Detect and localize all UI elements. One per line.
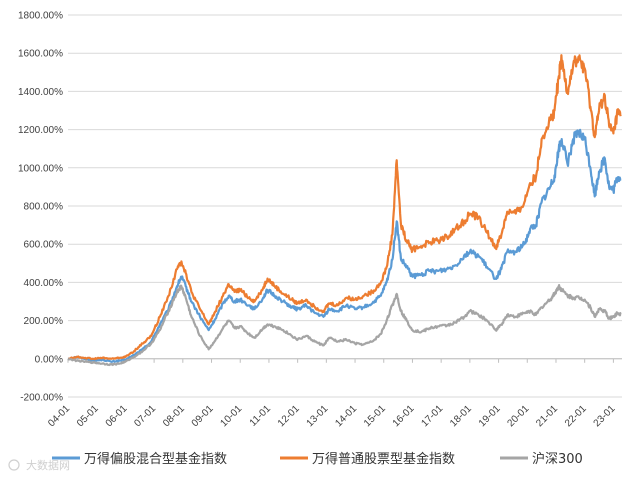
x-tick-label: 04-01 bbox=[46, 403, 72, 429]
watermark-text: 大数据网 bbox=[26, 458, 70, 472]
series-line-3 bbox=[67, 284, 622, 367]
y-tick-label: 600.00% bbox=[24, 240, 64, 251]
x-tick-label: 07-01 bbox=[132, 403, 158, 429]
x-tick-label: 09-01 bbox=[190, 403, 216, 429]
x-tick-label: 13-01 bbox=[305, 403, 331, 429]
legend-label-2: 万得普通股票型基金指数 bbox=[312, 451, 455, 467]
x-tick-label: 05-01 bbox=[75, 403, 101, 429]
y-tick-label: -200.00% bbox=[20, 393, 63, 404]
x-tick-label: 20-01 bbox=[506, 403, 532, 429]
y-tick-label: 1600.00% bbox=[18, 49, 63, 60]
legend-label-3: 沪深300 bbox=[532, 451, 583, 467]
x-tick-label: 22-01 bbox=[563, 403, 589, 429]
x-tick-label: 19-01 bbox=[477, 403, 503, 429]
y-tick-label: 1200.00% bbox=[18, 125, 63, 136]
x-tick-label: 18-01 bbox=[448, 403, 474, 429]
x-tick-label: 11-01 bbox=[248, 403, 274, 429]
x-tick-label: 12-01 bbox=[276, 403, 302, 429]
series-line-1 bbox=[67, 128, 622, 363]
y-tick-label: 400.00% bbox=[24, 278, 64, 289]
series-lines bbox=[67, 54, 622, 367]
y-tick-label: 1800.00% bbox=[18, 11, 63, 22]
legend-label-1: 万得偏股混合型基金指数 bbox=[84, 451, 227, 467]
x-tick-label: 16-01 bbox=[391, 403, 417, 429]
x-tick-label: 06-01 bbox=[104, 403, 130, 429]
y-tick-label: 1400.00% bbox=[18, 87, 63, 98]
x-axis-tick-labels: 04-01 05-01 06-01 07-01 08-01 09-01 10-01 11-01… bbox=[46, 358, 618, 429]
y-tick-label: 800.00% bbox=[24, 202, 64, 213]
watermark-logo-icon bbox=[8, 459, 20, 471]
series-line-2 bbox=[67, 54, 622, 361]
x-tick-label: 14-01 bbox=[333, 403, 359, 429]
y-tick-label: 0.00% bbox=[35, 354, 63, 365]
gridlines bbox=[68, 14, 622, 398]
y-tick-label: 200.00% bbox=[24, 316, 64, 327]
y-axis-tick-labels: -200.00% 0.00% 200.00% 400.00% 600.00% 800.00… bbox=[18, 11, 63, 404]
x-tick-label: 15-01 bbox=[362, 403, 388, 429]
legend: 万得偏股混合型基金指数 万得普通股票型基金指数 沪深300 bbox=[52, 451, 583, 467]
x-tick-label: 17-01 bbox=[419, 403, 445, 429]
x-tick-label: 23-01 bbox=[592, 403, 618, 429]
y-tick-label: 1000.00% bbox=[18, 163, 63, 174]
watermark: 大数据网 bbox=[8, 458, 70, 472]
x-tick-label: 08-01 bbox=[161, 403, 187, 429]
x-tick-label: 10-01 bbox=[218, 403, 244, 429]
x-tick-label: 21-01 bbox=[534, 403, 560, 429]
